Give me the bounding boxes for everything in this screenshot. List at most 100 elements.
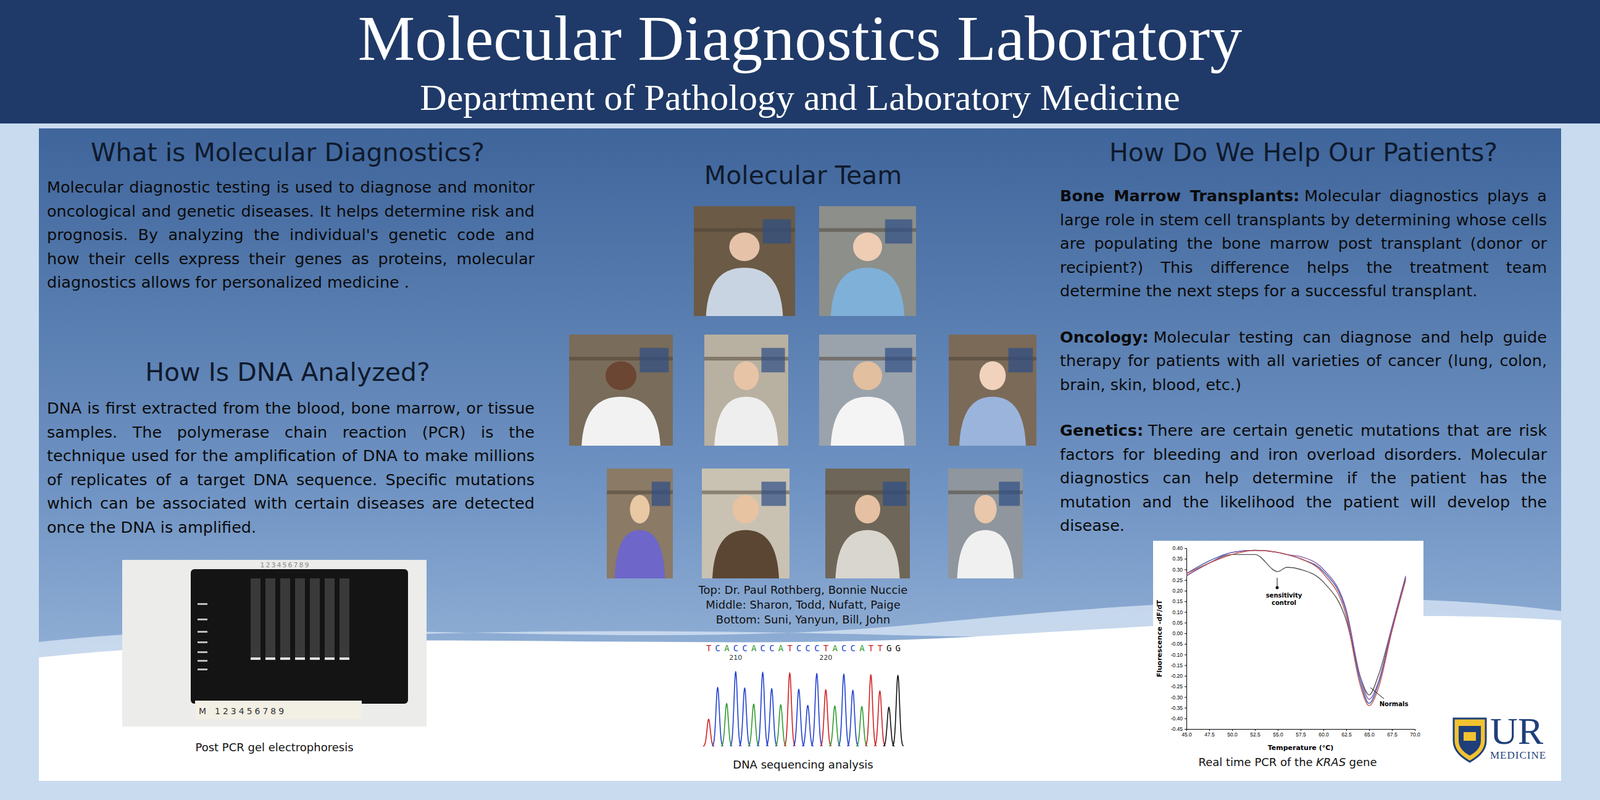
y-tick-mark [1184,686,1187,688]
photo-body [959,396,1026,446]
y-tick: 0.20 [1172,587,1187,594]
gel-band [250,657,261,660]
team-photo [701,468,790,579]
y-tick-mark [1184,654,1187,655]
subtitle: Department of Pathology and Laboratory M… [0,76,1600,119]
gel-band [197,603,208,605]
annotation-dot [1275,586,1280,590]
sequence-peak [783,672,796,747]
y-tick-mark [1184,601,1187,602]
y-tick: -0.35 [1170,704,1187,712]
sequence-peak [820,689,832,747]
y-tick-label: -0.10 [1170,651,1184,659]
photo-monitor [651,481,671,506]
team-photo [819,334,917,446]
y-tick-mark [1184,708,1187,709]
y-tick: 0.05 [1172,619,1187,626]
sequence-base: A [751,643,757,654]
caption-italic: KRAS [1316,755,1346,769]
photo-bg [819,206,917,317]
sequence-base: C [733,643,739,654]
y-tick: -0.30 [1170,694,1187,701]
sequence-base: A [778,643,784,654]
y-tick-mark [1184,643,1187,645]
sequence-position: 220 [819,653,833,662]
photo-body [714,396,778,446]
y-tick-label: 0.30 [1172,566,1183,573]
gel-bg [122,559,427,727]
photo-monitor [998,481,1020,506]
x-axis: 45.047.550.052.555.057.560.062.565.067.5… [1181,729,1421,738]
team-caption-line: Bottom: Suni, Yanyun, Bill, John [648,612,958,628]
y-tick: 0.15 [1172,598,1187,605]
section-heading: How Is DNA Analyzed? [46,356,529,388]
sequence-peak [802,705,814,747]
logo-subtitle: MEDICINE [1490,749,1565,762]
x-tick: 45.0 [1181,729,1192,738]
gel-band [197,651,208,654]
y-tick: 0.00 [1172,630,1187,637]
y-tick-label: -0.05 [1170,640,1184,647]
y-tick: 0.35 [1172,555,1187,562]
section-text: Oncology:Molecular testing can diagnose … [1059,325,1547,397]
x-tick-label: 45.0 [1181,731,1192,738]
y-tick-mark [1184,558,1187,560]
x-tick-mark [1346,729,1347,731]
photo-body [835,530,900,579]
y-tick-label: -0.25 [1170,683,1184,690]
x-tick-label: 67.5 [1387,731,1398,738]
photo-bg [948,334,1037,446]
y-tick: -0.45 [1170,725,1187,733]
y-tick-label: 0.05 [1172,619,1183,626]
sequence-peak [811,673,823,747]
gel-band [339,657,350,660]
sequencing-bg [698,642,909,750]
section-text: Bone Marrow Transplants:Molecular diagno… [1059,183,1547,304]
y-tick-mark [1184,633,1187,634]
caption: DNA sequencing analysis [679,758,927,771]
y-tick: 0.10 [1172,609,1187,616]
x-tick: 47.5 [1204,729,1215,738]
photo-bg [693,206,796,317]
plot-area [1186,550,1406,706]
y-tick-label: 0.15 [1172,598,1183,605]
sequence-base: T [706,643,712,654]
photo-bg [704,334,789,446]
x-tick: 55.0 [1272,729,1284,738]
y-tick: 0.30 [1172,566,1187,573]
photo-head [974,495,997,524]
photo-head [853,232,883,262]
y-tick-label: 0.25 [1172,577,1183,584]
y-tick-label: -0.20 [1170,672,1184,680]
team-photo [606,468,673,579]
panel [38,128,1562,781]
gel-image: 123456789M123456789 [122,559,427,727]
y-tick-mark [1184,580,1187,581]
sequence-base: A [859,643,865,654]
photo-head [732,495,760,524]
photo-monitor [882,481,907,506]
photo-bg [701,468,790,579]
sequence-bases: TCACCACCATCCCTACCATTGG [706,643,901,654]
item-label: Oncology: [1059,327,1149,347]
x-tick-mark [1209,729,1210,731]
gel-band [324,657,335,660]
y-tick-label: 0.00 [1172,630,1183,637]
y-tick-label: 0.35 [1172,555,1183,562]
gel-lanes: 123456789 [214,706,287,717]
y-tick-label: 0.10 [1172,609,1183,616]
photo-bg [948,468,1023,579]
gel-marker: M [198,706,207,717]
gel-body [190,569,409,704]
sequence-base: C [841,643,847,654]
gel-band [197,659,208,662]
photo-body [581,396,661,446]
sequence-base: A [724,643,730,654]
x-tick: 50.0 [1227,729,1238,738]
team-photo [569,334,673,446]
caption-part: gene [1349,755,1378,769]
photo-monitor [885,219,913,244]
gel-lane [295,578,305,659]
annotation: sensitivitycontrol [1266,591,1303,607]
x-tick-mark [1232,729,1233,731]
